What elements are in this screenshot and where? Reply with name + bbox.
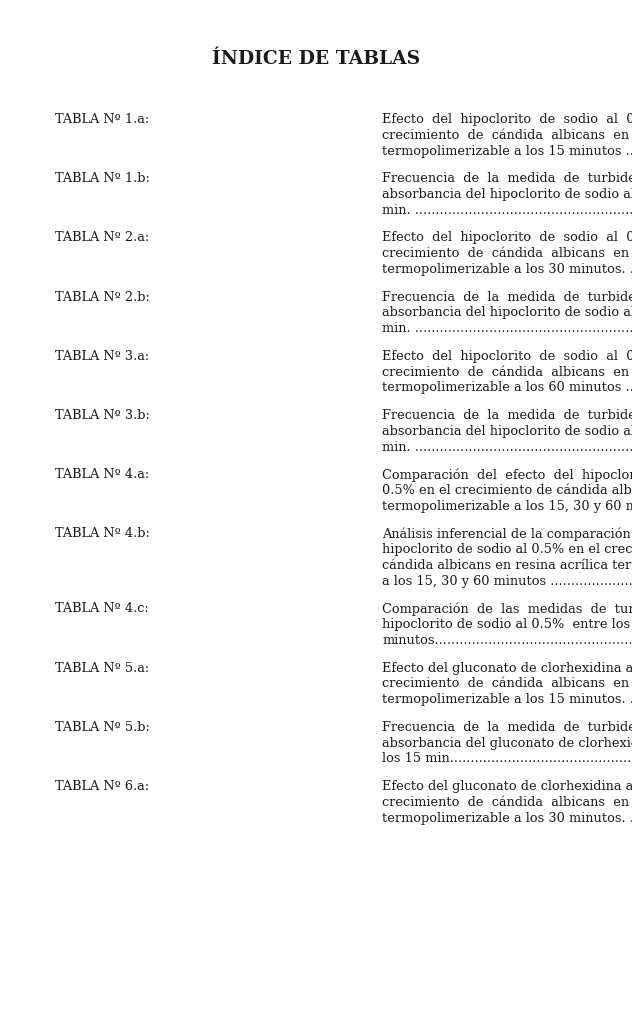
Text: Análisis inferencial de la comparación del  efecto del: Análisis inferencial de la comparación d…	[382, 528, 632, 541]
Text: termopolimerizable a los 30 minutos. .............................5: termopolimerizable a los 30 minutos. ...…	[382, 263, 632, 276]
Text: TABLA Nº 6.a:: TABLA Nº 6.a:	[55, 780, 149, 793]
Text: TABLA Nº 2.a:: TABLA Nº 2.a:	[55, 231, 149, 244]
Text: min. ...........................................................................: min. ...................................…	[382, 204, 632, 217]
Text: Efecto  del  hipoclorito  de  sodio  al  0.5%  en  el: Efecto del hipoclorito de sodio al 0.5% …	[382, 349, 632, 363]
Text: Efecto del gluconato de clorhexidina al 0.12% en el: Efecto del gluconato de clorhexidina al …	[382, 661, 632, 675]
Text: los 15 min..................................................................15: los 15 min..............................…	[382, 753, 632, 766]
Text: minutos.........................................................................: minutos.................................…	[382, 634, 632, 647]
Text: Efecto  del  hipoclorito  de  sodio  al  0.5%  en  el: Efecto del hipoclorito de sodio al 0.5% …	[382, 231, 632, 244]
Text: Comparación  del  efecto  del  hipoclorito  de  sodio  al: Comparación del efecto del hipoclorito d…	[382, 468, 632, 482]
Text: ÍNDICE DE TABLAS: ÍNDICE DE TABLAS	[212, 50, 420, 68]
Text: Efecto  del  hipoclorito  de  sodio  al  0.5%  en  el: Efecto del hipoclorito de sodio al 0.5% …	[382, 113, 632, 126]
Text: TABLA Nº 5.b:: TABLA Nº 5.b:	[55, 721, 150, 733]
Text: hipoclorito de sodio al 0.5% en el crecimiento  de: hipoclorito de sodio al 0.5% en el creci…	[382, 543, 632, 556]
Text: crecimiento  de  cándida  albicans  en   resina  acrílica: crecimiento de cándida albicans en resin…	[382, 796, 632, 808]
Text: Comparación  de  las  medidas  de  turbidez  del: Comparación de las medidas de turbidez d…	[382, 603, 632, 616]
Text: absorbancia del hipoclorito de sodio al 0.5% a los 60: absorbancia del hipoclorito de sodio al …	[382, 424, 632, 438]
Text: termopolimerizable a los 15, 30 y 60 minutos. .................11: termopolimerizable a los 15, 30 y 60 min…	[382, 499, 632, 513]
Text: Frecuencia  de  la  medida  de  turbidez  en  unidades  de: Frecuencia de la medida de turbidez en u…	[382, 172, 632, 185]
Text: Frecuencia  de  la  medida  de  turbidez  en  unidades  de: Frecuencia de la medida de turbidez en u…	[382, 409, 632, 422]
Text: Frecuencia  de  la  medida  de  turbidez  en  unidades  de: Frecuencia de la medida de turbidez en u…	[382, 721, 632, 733]
Text: termopolimerizable a los 15 minutos .................................2: termopolimerizable a los 15 minutos ....…	[382, 145, 632, 158]
Text: crecimiento  de  cándida  albicans  en  resina  acrílica: crecimiento de cándida albicans en resin…	[382, 366, 632, 379]
Text: a los 15, 30 y 60 minutos ..................................................11: a los 15, 30 y 60 minutos ..............…	[382, 574, 632, 588]
Text: crecimiento  de  cándida  albicans  en  resina  acrílica: crecimiento de cándida albicans en resin…	[382, 247, 632, 260]
Text: TABLA Nº 4.a:: TABLA Nº 4.a:	[55, 468, 149, 481]
Text: termopolimerizable a los 30 minutos. ...............................18: termopolimerizable a los 30 minutos. ...…	[382, 811, 632, 825]
Text: crecimiento  de  cándida  albicans  en  resina  acrílica: crecimiento de cándida albicans en resin…	[382, 129, 632, 142]
Text: absorbancia del hipoclorito de sodio al 0.5% a los 15: absorbancia del hipoclorito de sodio al …	[382, 188, 632, 201]
Text: absorbancia del hipoclorito de sodio al 0.5% a los 30: absorbancia del hipoclorito de sodio al …	[382, 306, 632, 319]
Text: TABLA Nº 3.b:: TABLA Nº 3.b:	[55, 409, 150, 422]
Text: min. ...........................................................................: min. ...................................…	[382, 441, 632, 454]
Text: TABLA Nº 1.b:: TABLA Nº 1.b:	[55, 172, 150, 185]
Text: Efecto del gluconato de clorhexidina al 0.12% en el: Efecto del gluconato de clorhexidina al …	[382, 780, 632, 793]
Text: TABLA Nº 4.c:: TABLA Nº 4.c:	[55, 603, 149, 616]
Text: crecimiento  de  cándida  albicans  en  resina  acrílica: crecimiento de cándida albicans en resin…	[382, 678, 632, 691]
Text: TABLA Nº 1.a:: TABLA Nº 1.a:	[55, 113, 149, 126]
Text: absorbancia del gluconato de clorhexidina al 0.12% a: absorbancia del gluconato de clorhexidin…	[382, 736, 632, 750]
Text: TABLA Nº 2.b:: TABLA Nº 2.b:	[55, 291, 150, 304]
Text: hipoclorito de sodio al 0.5%  entre los  15, 30 y 60: hipoclorito de sodio al 0.5% entre los 1…	[382, 618, 632, 631]
Text: termopolimerizable a los 60 minutos .................................8: termopolimerizable a los 60 minutos ....…	[382, 382, 632, 394]
Text: termopolimerizable a los 15 minutos. ...............................15: termopolimerizable a los 15 minutos. ...…	[382, 693, 632, 706]
Text: cándida albicans en resina acrílica termopolimerizable: cándida albicans en resina acrílica term…	[382, 559, 632, 572]
Text: min. ...........................................................................: min. ...................................…	[382, 322, 632, 335]
Text: TABLA Nº 3.a:: TABLA Nº 3.a:	[55, 349, 149, 363]
Text: TABLA Nº 5.a:: TABLA Nº 5.a:	[55, 661, 149, 675]
Text: 0.5% en el crecimiento de cándida albicans en  resina: 0.5% en el crecimiento de cándida albica…	[382, 484, 632, 497]
Text: TABLA Nº 4.b:: TABLA Nº 4.b:	[55, 528, 150, 540]
Text: Frecuencia  de  la  medida  de  turbidez  en  unidades  de: Frecuencia de la medida de turbidez en u…	[382, 291, 632, 304]
